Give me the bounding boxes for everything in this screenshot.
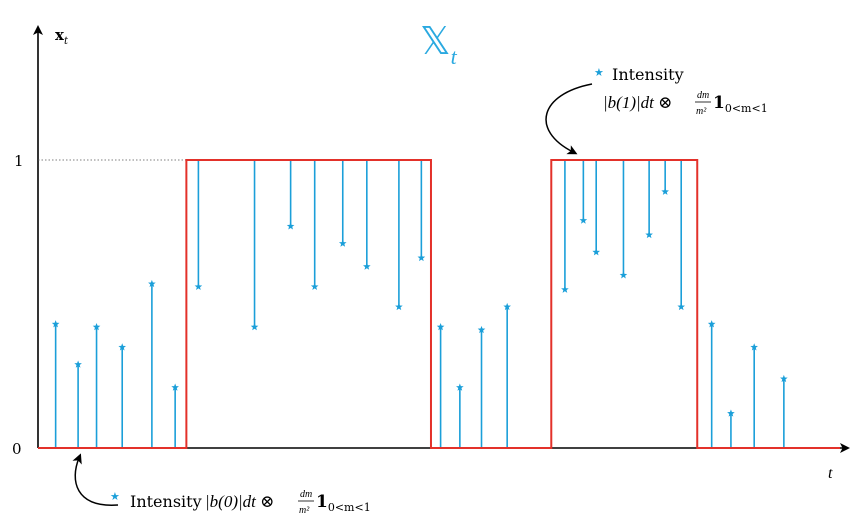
jump-star-7 bbox=[250, 323, 259, 331]
jump-star-4 bbox=[148, 279, 156, 288]
jump-star-22 bbox=[645, 230, 653, 239]
jump-star-10 bbox=[338, 239, 347, 247]
x-axis-label: t bbox=[828, 465, 833, 482]
jump-star-5 bbox=[171, 383, 179, 391]
bottom-annotation-arrow bbox=[72, 453, 119, 506]
y-tick-label-1: 1 bbox=[14, 152, 24, 170]
bottom-annotation-frac-num: dm bbox=[300, 489, 312, 500]
top-annotation: ★ Intensity |b(1)|dt ⊗ dm m² 10<m<1 bbox=[545, 65, 768, 155]
jump-star-23 bbox=[661, 187, 669, 195]
jump-star-20 bbox=[592, 248, 600, 256]
jump-star-2 bbox=[92, 323, 101, 331]
jump-star-24 bbox=[677, 302, 686, 311]
jump-star-0 bbox=[51, 320, 60, 328]
top-annotation-formula: |b(1)|dt ⊗ bbox=[603, 93, 672, 112]
jump-star-13 bbox=[417, 253, 426, 262]
jump-star-14 bbox=[436, 323, 445, 331]
jump-star-3 bbox=[118, 343, 127, 351]
jump-star-28 bbox=[780, 374, 788, 383]
diagram-title: 𝕏t bbox=[420, 19, 458, 69]
top-annotation-star: ★ bbox=[594, 66, 604, 79]
jump-star-21 bbox=[619, 271, 628, 279]
jump-star-18 bbox=[561, 285, 569, 293]
top-annotation-frac-num: dm bbox=[697, 90, 709, 101]
jump-star-19 bbox=[579, 216, 588, 224]
top-annotation-intensity: Intensity bbox=[612, 65, 684, 84]
y-tick-label-0: 0 bbox=[12, 440, 22, 458]
jump-star-15 bbox=[456, 383, 464, 391]
jump-stems bbox=[51, 160, 788, 448]
jump-star-6 bbox=[194, 282, 203, 290]
bottom-annotation-star: ★ bbox=[110, 490, 120, 503]
bottom-annotation-frac-den: m² bbox=[299, 505, 310, 516]
jump-star-27 bbox=[750, 343, 758, 351]
jump-star-1 bbox=[74, 360, 82, 368]
bottom-annotation: ★ Intensity |b(0)|dt ⊗ dm m² 10<m<1 bbox=[72, 453, 371, 516]
top-annotation-arrow bbox=[545, 83, 593, 155]
jump-star-16 bbox=[477, 325, 486, 334]
bottom-annotation-formula: |b(0)|dt ⊗ bbox=[205, 492, 274, 511]
top-annotation-frac-den: m² bbox=[696, 106, 707, 117]
top-annotation-indicator: 10<m<1 bbox=[713, 93, 768, 115]
bottom-annotation-indicator: 10<m<1 bbox=[316, 492, 371, 514]
bottom-annotation-intensity: Intensity bbox=[130, 492, 202, 511]
jump-star-17 bbox=[503, 302, 511, 311]
y-axis-label: xt bbox=[55, 26, 69, 47]
jump-star-11 bbox=[363, 262, 371, 270]
jump-star-8 bbox=[286, 222, 295, 230]
jump-star-25 bbox=[707, 320, 716, 328]
jump-star-26 bbox=[727, 409, 735, 417]
process-path bbox=[38, 159, 840, 449]
jump-star-12 bbox=[395, 302, 403, 311]
jump-star-9 bbox=[310, 282, 319, 290]
